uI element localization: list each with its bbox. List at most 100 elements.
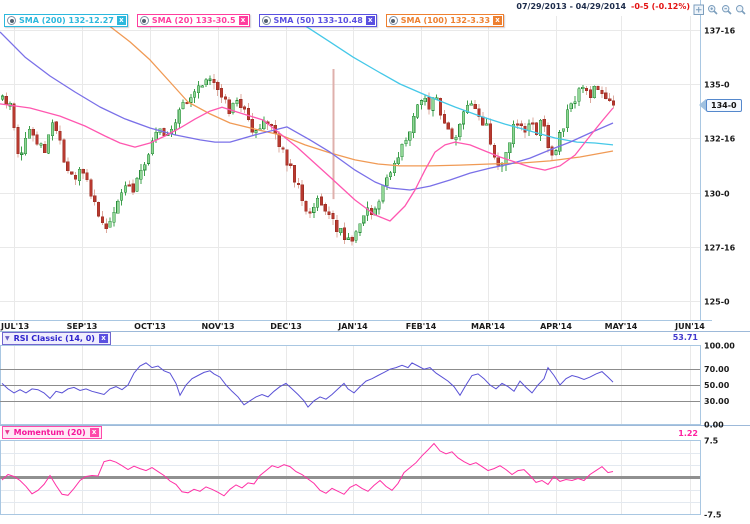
chevron-down-icon[interactable]: ▼ [5, 334, 10, 342]
candle-up [27, 128, 31, 139]
candle-down [81, 168, 85, 174]
date-axis-label: APR'14 [540, 322, 572, 331]
candle-down [327, 211, 331, 215]
date-axis-label: MAR'14 [471, 322, 505, 331]
candle-up [362, 215, 366, 224]
date-axis-label: NOV'13 [201, 322, 234, 331]
rsi-axis-label: 30.00 [704, 397, 730, 406]
candle-down [85, 172, 89, 180]
candle-up [565, 109, 569, 129]
candle-up [231, 103, 235, 113]
candle-down [550, 146, 554, 156]
candle-up [458, 124, 462, 137]
close-icon[interactable]: x [365, 16, 375, 25]
momentum-indicator-chip[interactable]: ▼ Momentum (20) x [2, 426, 102, 439]
candle-down [519, 123, 523, 126]
candle-down [300, 184, 304, 202]
zoom-reset-icon[interactable] [735, 1, 747, 15]
date-axis-label: JUN'14 [674, 322, 705, 331]
candle-down [185, 101, 189, 104]
date-axis-label: JUL'13 [0, 322, 29, 331]
close-icon[interactable]: x [493, 16, 503, 25]
candle-up [154, 132, 158, 141]
candle-down [608, 98, 612, 101]
candle-up [173, 122, 178, 131]
candle-down [588, 89, 593, 98]
sma-200-legend-chip[interactable]: SMA (200) 132-12.27 x [4, 14, 128, 27]
candle-down [35, 134, 39, 145]
candle-up [573, 101, 577, 104]
candle-down [223, 96, 227, 100]
candle-down [246, 108, 251, 120]
candle-down [96, 201, 101, 217]
chevron-down-icon[interactable]: ▼ [5, 428, 10, 436]
rsi-axis-label: 50.00 [704, 381, 730, 390]
sma-50-legend-chip[interactable]: SMA (50) 133-10.48 x [258, 14, 377, 27]
candle-up [50, 122, 55, 137]
price-axis-label: 125-0 [704, 298, 730, 307]
candle-up [400, 144, 404, 157]
rsi-indicator-chip[interactable]: ▼ RSI Classic (14, 0) x [2, 332, 111, 345]
candle-up [358, 223, 362, 233]
zoom-out-icon[interactable] [721, 1, 733, 15]
candle-up [412, 115, 416, 133]
candle-up [112, 212, 116, 223]
sma-100-legend-chip[interactable]: SMA (100) 132-3.33 x [385, 14, 505, 27]
candle-down [515, 123, 520, 126]
candle-down [4, 96, 8, 106]
candle-up [177, 109, 181, 124]
sma-20-legend-chip[interactable]: SMA (20) 133-30.5 x [136, 14, 250, 27]
radio-icon[interactable] [261, 16, 271, 25]
date-axis-label: MAY'14 [605, 322, 638, 331]
candle-down [250, 118, 254, 133]
candle-up [316, 197, 320, 208]
candle-down [131, 183, 135, 193]
candle-up [569, 103, 573, 110]
candle-up [354, 231, 358, 241]
candle-up [120, 192, 124, 201]
candle-up [181, 101, 185, 110]
close-icon[interactable]: x [116, 16, 126, 25]
candle-up [511, 124, 516, 145]
candle-down [54, 121, 58, 132]
candle-down [442, 114, 447, 124]
candle-up [204, 79, 208, 86]
date-range: 07/29/2013 - 04/29/2014 [516, 2, 627, 11]
candle-up [208, 78, 212, 81]
candle-down [323, 203, 327, 212]
radio-icon[interactable] [139, 16, 149, 25]
momentum-line [1, 442, 614, 497]
candle-down [342, 227, 347, 240]
close-icon[interactable]: x [89, 428, 99, 437]
candle-down [492, 145, 496, 158]
candle-up [408, 131, 412, 141]
candle-up [150, 140, 154, 154]
candle-down [335, 219, 339, 233]
candle-up [508, 142, 512, 154]
candle-up [39, 143, 43, 146]
candle-up [139, 169, 143, 180]
candle-up [396, 157, 400, 165]
close-icon[interactable]: x [98, 334, 108, 343]
candle-down [239, 99, 243, 109]
radio-icon[interactable] [388, 16, 398, 25]
candle-up [454, 137, 458, 140]
candle-up [235, 100, 239, 104]
sma-line [0, 103, 614, 222]
close-icon[interactable]: x [238, 16, 248, 25]
candle-up [254, 130, 258, 133]
sma-legend-row: SMA (200) 132-12.27 x SMA (20) 133-30.5 … [4, 14, 505, 27]
zoom-in-icon[interactable] [707, 1, 719, 15]
radio-icon[interactable] [7, 16, 16, 25]
candle-down [89, 179, 93, 197]
maximize-icon[interactable] [693, 1, 705, 15]
candle-up [462, 111, 466, 125]
candle-up [346, 237, 350, 240]
candle-down [438, 97, 443, 116]
candle-down [473, 103, 477, 110]
rsi-title: RSI Classic (14, 0) [13, 334, 95, 343]
candle-down [319, 196, 324, 206]
current-price-label: 134-0 [706, 98, 742, 112]
